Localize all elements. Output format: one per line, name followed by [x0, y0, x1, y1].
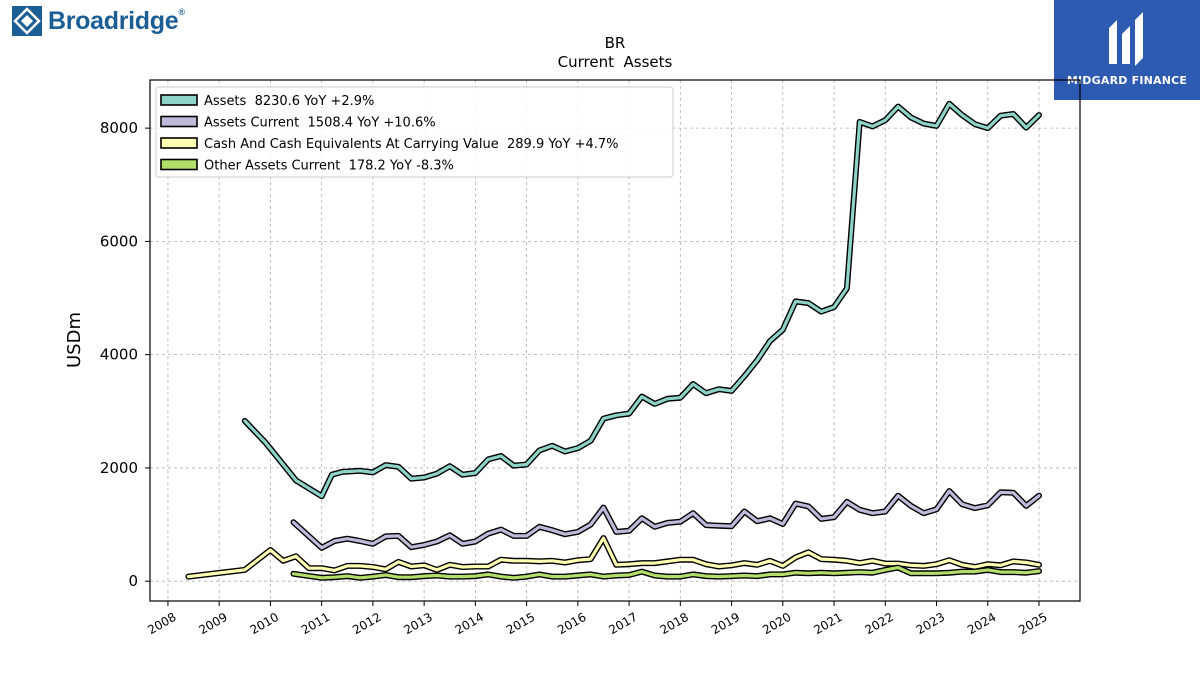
legend-label: Cash And Cash Equivalents At Carrying Va… — [204, 137, 619, 152]
chart-legend: Assets 8230.6 YoY +2.9% Assets Current 15… — [155, 86, 674, 178]
midgard-mark-icon — [1109, 12, 1143, 66]
x-tick-label: 2011 — [299, 610, 332, 637]
midgard-finance-logo: MIDGARD FINANCE — [1054, 0, 1200, 100]
y-tick-label: 8000 — [100, 119, 138, 137]
y-tick-label: 6000 — [100, 232, 138, 250]
series-1 — [290, 488, 1042, 551]
legend-swatch — [160, 115, 198, 128]
broadridge-logo: Broadridge® — [12, 6, 185, 36]
x-tick-label: 2009 — [196, 610, 229, 637]
plot-frame — [149, 79, 1081, 602]
x-tick-label: 2008 — [145, 610, 178, 637]
x-tick-label: 2024 — [965, 610, 998, 637]
x-tick-label: 2015 — [504, 610, 537, 637]
series-3 — [290, 564, 1042, 581]
broadridge-wordmark: Broadridge® — [48, 6, 185, 35]
legend-swatch — [160, 137, 198, 149]
x-tick-label: 2014 — [453, 610, 486, 637]
chart-title: BR — [605, 34, 626, 52]
x-tick-label: 2019 — [709, 610, 742, 637]
y-tick-label: 2000 — [100, 459, 138, 477]
legend-box — [155, 86, 674, 178]
y-tick-label: 4000 — [100, 346, 138, 364]
x-tick-label: 2013 — [401, 610, 434, 637]
series-line — [291, 489, 1041, 550]
x-tick-label: 2021 — [811, 610, 844, 637]
legend-swatch — [160, 158, 198, 171]
series-0 — [241, 100, 1042, 500]
x-tick-label: 2022 — [863, 610, 896, 637]
legend-label: Assets 8230.6 YoY +2.9% — [204, 94, 374, 109]
series-line-outline — [290, 488, 1042, 551]
y-axis-label: USDm — [64, 312, 85, 368]
chart-subtitle: Current Assets — [558, 53, 673, 71]
midgard-finance-name: MIDGARD FINANCE — [1066, 74, 1188, 87]
legend-label: Other Assets Current 178.2 YoY -8.3% — [204, 159, 454, 174]
x-tick-label: 2020 — [760, 610, 793, 637]
chart-series — [185, 100, 1042, 581]
x-tick-label: 2023 — [914, 610, 947, 637]
series-2 — [185, 535, 1042, 580]
legend-swatch — [160, 94, 198, 106]
broadridge-mark-icon — [12, 6, 42, 36]
legend-label: Assets Current 1508.4 YoY +10.6% — [204, 116, 436, 131]
series-line — [186, 536, 1041, 579]
y-tick-label: 0 — [128, 572, 138, 590]
x-tick-label: 2010 — [248, 610, 281, 637]
x-tick-label: 2012 — [350, 610, 383, 637]
x-tick-label: 2018 — [658, 610, 691, 637]
x-tick-label: 2025 — [1016, 610, 1049, 637]
series-line — [243, 102, 1041, 498]
series-line — [291, 565, 1041, 580]
x-tick-label: 2016 — [555, 610, 588, 637]
x-tick-label: 2017 — [606, 610, 639, 637]
